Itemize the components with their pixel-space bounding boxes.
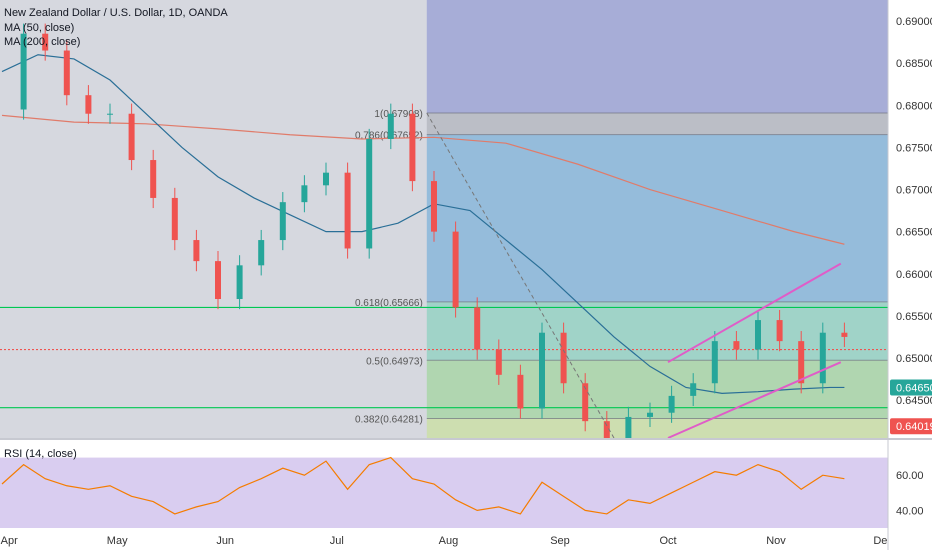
candle-body <box>560 332 567 384</box>
candle-body <box>776 320 783 342</box>
candle-body <box>128 113 135 161</box>
candle-body <box>150 160 157 198</box>
candle-body <box>841 332 848 337</box>
candle-body <box>517 374 524 409</box>
fib-label-0.618: 0.618(0.65666) <box>355 298 423 309</box>
channel-lower <box>667 361 842 439</box>
date-tick: Apr <box>1 535 18 547</box>
fib-band-0.786 <box>426 134 888 302</box>
candle-body <box>625 416 632 443</box>
candle-body <box>387 113 394 139</box>
price-badge-text-0: 0.64650 <box>896 382 932 394</box>
price-tick: 0.68000 <box>896 100 932 112</box>
price-tick: 0.65500 <box>896 311 932 323</box>
date-tick: De <box>873 535 887 547</box>
date-tick: Aug <box>439 535 459 547</box>
candle-body <box>279 202 286 241</box>
candle-body <box>798 341 805 384</box>
date-tick: Jun <box>216 535 234 547</box>
ma200-line <box>1 114 845 245</box>
candle-body <box>690 383 697 396</box>
candle-body <box>215 261 221 300</box>
price-tick: 0.68500 <box>896 58 932 70</box>
chart-title: New Zealand Dollar / U.S. Dollar, 1D, OA… <box>4 7 228 19</box>
candle-body <box>539 332 545 409</box>
rsi-legend: RSI (14, close) <box>4 448 77 460</box>
candle-body <box>107 113 113 115</box>
candle-body <box>301 185 308 203</box>
candle-body <box>236 265 243 300</box>
candle-body <box>603 421 610 443</box>
candle-body <box>668 395 675 413</box>
candle-body <box>474 307 481 350</box>
candle-body <box>495 349 502 375</box>
rsi-line <box>1 456 845 515</box>
channel-upper <box>667 262 842 364</box>
price-tick: 0.66500 <box>896 227 932 239</box>
candle-body <box>711 341 718 384</box>
candle-body <box>582 383 589 422</box>
candle-body <box>452 231 459 308</box>
date-tick: Nov <box>766 535 786 547</box>
fib-label-1: 1(0.67908) <box>374 109 422 120</box>
candle-body <box>647 412 653 417</box>
price-tick: 0.67000 <box>896 185 932 197</box>
candle-body <box>755 320 761 350</box>
date-tick: May <box>107 535 128 547</box>
candle-body <box>819 332 826 384</box>
date-tick: Jul <box>330 535 344 547</box>
rsi-tick: 60.00 <box>896 470 924 482</box>
rsi-band <box>0 457 888 528</box>
candle-body <box>344 172 351 249</box>
candle-body <box>409 113 416 182</box>
price-tick: 0.66000 <box>896 269 932 281</box>
candle-body <box>366 138 373 249</box>
fib-band-0.5 <box>426 360 888 419</box>
fib-label-0.5: 0.5(0.64973) <box>366 356 423 367</box>
candle-body <box>85 95 92 114</box>
ma200-legend: MA (200, close) <box>4 36 81 48</box>
fib-band-0.618 <box>426 301 888 361</box>
candle-body <box>20 33 27 110</box>
price-tick: 0.65000 <box>896 353 932 365</box>
candle-body <box>171 197 178 241</box>
fib-band-top <box>426 0 888 114</box>
candle-body <box>193 240 200 262</box>
candle-body <box>431 181 437 232</box>
ma50-legend: MA (50, close) <box>4 22 75 34</box>
rsi-tick: 40.00 <box>896 505 924 517</box>
price-badge-text-1: 0.64019 <box>896 421 932 433</box>
fib-label-0.382: 0.382(0.64281) <box>355 415 423 426</box>
price-tick: 0.69000 <box>896 16 932 28</box>
candle-body <box>258 240 265 266</box>
price-badge-0 <box>890 379 932 396</box>
candle-body <box>42 33 49 51</box>
candle-body <box>323 172 329 186</box>
date-tick: Oct <box>659 535 676 547</box>
date-tick: Sep <box>550 535 570 547</box>
price-tick: 0.67500 <box>896 142 932 154</box>
price-badge-1 <box>890 418 932 435</box>
right-axis-background <box>888 0 932 550</box>
fib-band-1 <box>426 113 888 135</box>
candle-body <box>733 341 740 350</box>
candle-body <box>63 50 70 96</box>
price-tick: 0.64500 <box>896 395 932 407</box>
